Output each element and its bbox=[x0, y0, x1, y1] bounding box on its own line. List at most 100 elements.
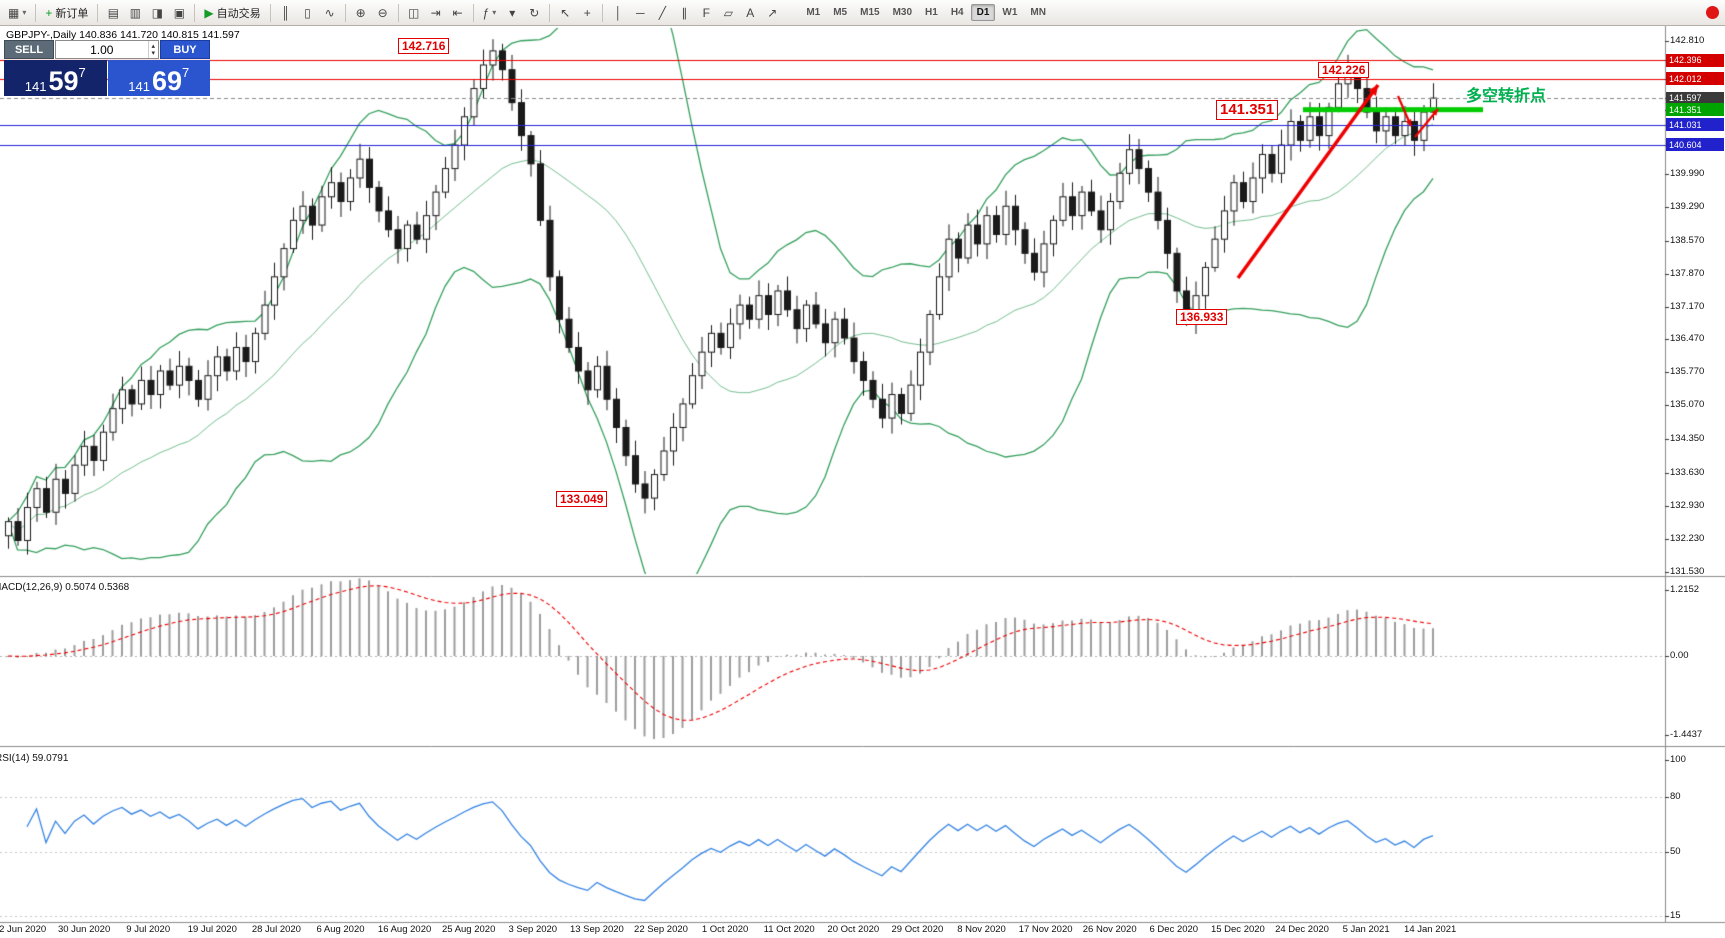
trendline-button[interactable]: ╱ bbox=[652, 3, 672, 23]
chart-shift-button[interactable]: ⇤ bbox=[448, 3, 468, 23]
fibonacci-icon: F bbox=[702, 5, 710, 20]
navigator-button[interactable]: ◨ bbox=[147, 3, 167, 23]
price-tag: 140.604 bbox=[1666, 138, 1724, 152]
new-chart-icon: ▦ bbox=[8, 5, 20, 20]
refresh-button[interactable]: ↻ bbox=[524, 3, 544, 23]
templates-icon: ▾ bbox=[509, 5, 516, 20]
price-annotation[interactable]: 141.351 bbox=[1216, 100, 1279, 120]
buy-price-big: 69 bbox=[151, 66, 182, 97]
notification-icon[interactable] bbox=[1706, 6, 1719, 19]
candlestick-chart-icon: ▯ bbox=[304, 5, 311, 20]
bar-chart-button[interactable]: ║ bbox=[276, 3, 296, 23]
templates-button[interactable]: ▾ bbox=[502, 3, 522, 23]
new-order-button[interactable]: + 新订单 bbox=[41, 3, 92, 23]
timeframe-button-m30[interactable]: M30 bbox=[887, 4, 918, 21]
price-chart-canvas[interactable] bbox=[0, 26, 1725, 938]
date-axis-label: 24 Dec 2020 bbox=[1275, 924, 1329, 935]
price-axis-label: 142.810 bbox=[1670, 35, 1705, 46]
terminal-button[interactable]: ▣ bbox=[169, 3, 189, 23]
sell-price-display[interactable]: 141 59 7 bbox=[4, 60, 107, 96]
date-axis-label: 22 Jun 2020 bbox=[0, 924, 47, 935]
toolbar-separator bbox=[35, 3, 37, 22]
date-axis-label: 16 Aug 2020 bbox=[377, 924, 432, 935]
turning-point-note[interactable]: 多空转折点 bbox=[1466, 88, 1547, 105]
channel-icon: ∥ bbox=[681, 5, 688, 20]
timeframe-button-mn[interactable]: MN bbox=[1024, 4, 1052, 21]
timeframe-button-m15[interactable]: M15 bbox=[854, 4, 885, 21]
rsi-axis-label: 50 bbox=[1670, 845, 1681, 857]
price-annotation[interactable]: 136.933 bbox=[1176, 309, 1228, 325]
toolbar-separator bbox=[269, 3, 271, 22]
sell-button[interactable]: SELL bbox=[4, 40, 54, 59]
rsi-indicator-label: RSI(14) 59.0791 bbox=[0, 753, 69, 764]
date-axis-label: 29 Oct 2020 bbox=[891, 924, 944, 935]
price-axis-label: 137.170 bbox=[1670, 300, 1705, 312]
fibonacci-button[interactable]: F bbox=[696, 3, 716, 23]
data-window-icon: ▥ bbox=[129, 5, 142, 20]
crosshair-icon: + bbox=[583, 5, 591, 20]
timeframe-button-h4[interactable]: H4 bbox=[945, 4, 970, 21]
volume-decrease-button[interactable]: ▾ bbox=[151, 49, 156, 57]
data-window-button[interactable]: ▥ bbox=[125, 3, 145, 23]
auto-scroll-button[interactable]: ⇥ bbox=[426, 3, 446, 23]
toolbar-separator bbox=[549, 3, 551, 22]
date-axis-label: 19 Jul 2020 bbox=[187, 924, 237, 935]
indicators-button[interactable]: ƒ ▾ bbox=[479, 3, 501, 23]
timeframe-button-m5[interactable]: M5 bbox=[827, 4, 853, 21]
crosshair-button[interactable]: + bbox=[577, 3, 597, 23]
indicators-caret-icon: ▾ bbox=[492, 8, 497, 17]
price-axis-label: 139.990 bbox=[1670, 167, 1705, 179]
price-axis-label: 133.630 bbox=[1670, 467, 1705, 479]
candlestick-chart-button[interactable]: ▯ bbox=[298, 3, 318, 23]
timeframe-bar: M1 M5 M15 M30 H1 H4 D1 W1 MN bbox=[800, 4, 1052, 21]
cursor-button[interactable]: ↖ bbox=[555, 3, 575, 23]
timeframe-button-w1[interactable]: W1 bbox=[996, 4, 1023, 21]
date-axis-label: 20 Oct 2020 bbox=[827, 924, 880, 935]
chart-title: GBPJPY-,Daily 140.836 141.720 140.815 14… bbox=[6, 29, 240, 41]
date-axis-label: 9 Jul 2020 bbox=[126, 924, 171, 935]
volume-input[interactable] bbox=[56, 41, 148, 58]
arrows-button[interactable]: ↗ bbox=[762, 3, 782, 23]
price-annotation[interactable]: 142.716 bbox=[398, 38, 450, 54]
price-axis-label: 132.930 bbox=[1670, 500, 1705, 512]
price-annotation[interactable]: 142.226 bbox=[1318, 62, 1370, 78]
price-axis-label: 134.350 bbox=[1670, 433, 1705, 445]
macd-axis-label: -1.4437 bbox=[1670, 728, 1703, 740]
date-axis-label: 25 Aug 2020 bbox=[442, 924, 496, 935]
text-button[interactable]: A bbox=[740, 3, 760, 23]
buy-button[interactable]: BUY bbox=[160, 40, 210, 59]
buy-price-display[interactable]: 141 69 7 bbox=[107, 60, 210, 97]
zoom-out-button[interactable]: ⊖ bbox=[373, 3, 393, 23]
tile-windows-icon: ◫ bbox=[407, 5, 420, 20]
volume-box: ▴ ▾ bbox=[55, 40, 159, 59]
chart-shift-icon: ⇤ bbox=[452, 5, 463, 20]
horizontal-line-button[interactable]: ─ bbox=[630, 3, 650, 23]
price-tag: 141.031 bbox=[1666, 118, 1724, 132]
timeframe-button-h1[interactable]: H1 bbox=[919, 4, 944, 21]
price-annotation[interactable]: 133.049 bbox=[556, 491, 608, 507]
buy-price-prefix: 141 bbox=[128, 79, 150, 94]
autotrading-button[interactable]: ▶ 自动交易 bbox=[200, 3, 264, 23]
new-chart-button[interactable]: ▦ ▾ bbox=[4, 3, 30, 23]
volume-increase-button[interactable]: ▴ bbox=[151, 42, 156, 50]
price-axis-label: 131.530 bbox=[1670, 566, 1705, 577]
channel-button[interactable]: ∥ bbox=[674, 3, 694, 23]
date-axis-label: 11 Oct 2020 bbox=[763, 924, 815, 935]
timeframe-button-m1[interactable]: M1 bbox=[800, 4, 826, 21]
chart-overlays: GBPJPY-,Daily 140.836 141.720 140.815 14… bbox=[0, 26, 1725, 938]
rsi-axis-label: 15 bbox=[1670, 909, 1681, 921]
vertical-line-button[interactable]: │ bbox=[608, 3, 628, 23]
shapes-button[interactable]: ▱ bbox=[718, 3, 738, 23]
date-axis-label: 6 Aug 2020 bbox=[316, 924, 365, 935]
terminal-icon: ▣ bbox=[173, 5, 186, 20]
line-chart-button[interactable]: ∿ bbox=[320, 3, 340, 23]
market-watch-button[interactable]: ▤ bbox=[103, 3, 123, 23]
rsi-axis-label: 80 bbox=[1670, 790, 1681, 802]
new-order-icon: + bbox=[45, 5, 53, 20]
date-axis-label: 15 Dec 2020 bbox=[1210, 924, 1265, 935]
timeframe-button-d1[interactable]: D1 bbox=[970, 4, 996, 21]
date-axis-label: 26 Nov 2020 bbox=[1082, 924, 1137, 935]
shapes-icon: ▱ bbox=[723, 5, 733, 20]
zoom-in-button[interactable]: ⊕ bbox=[351, 3, 371, 23]
tile-windows-button[interactable]: ◫ bbox=[404, 3, 424, 23]
